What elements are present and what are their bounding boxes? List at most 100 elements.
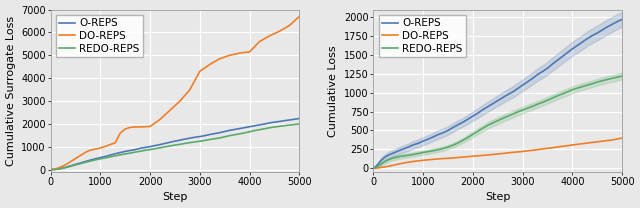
DO-REPS bbox=[255, 40, 263, 43]
DO-REPS bbox=[176, 100, 184, 102]
Line: DO-REPS: DO-REPS bbox=[51, 16, 300, 170]
DO-REPS bbox=[519, 150, 527, 153]
DO-REPS bbox=[141, 125, 149, 128]
DO-REPS bbox=[206, 63, 214, 66]
DO-REPS bbox=[429, 158, 437, 161]
REDO-REPS bbox=[231, 134, 239, 136]
Line: O-REPS: O-REPS bbox=[51, 119, 300, 170]
X-axis label: Step: Step bbox=[163, 192, 188, 202]
DO-REPS bbox=[390, 164, 397, 166]
DO-REPS bbox=[618, 137, 626, 139]
DO-REPS bbox=[380, 166, 387, 168]
DO-REPS bbox=[131, 126, 139, 128]
DO-REPS bbox=[116, 132, 124, 134]
REDO-REPS bbox=[122, 153, 129, 155]
DO-REPS bbox=[394, 163, 402, 165]
DO-REPS bbox=[469, 155, 477, 157]
DO-REPS bbox=[449, 157, 457, 159]
O-REPS bbox=[47, 168, 54, 171]
O-REPS bbox=[554, 59, 561, 61]
DO-REPS bbox=[196, 70, 204, 73]
O-REPS bbox=[231, 128, 239, 131]
REDO-REPS bbox=[524, 107, 531, 109]
DO-REPS bbox=[435, 158, 442, 160]
X-axis label: Step: Step bbox=[485, 192, 511, 202]
DO-REPS bbox=[285, 24, 293, 27]
DO-REPS bbox=[404, 161, 412, 163]
O-REPS bbox=[122, 150, 129, 153]
DO-REPS bbox=[49, 168, 57, 171]
DO-REPS bbox=[377, 166, 385, 169]
DO-REPS bbox=[419, 159, 427, 162]
DO-REPS bbox=[67, 161, 74, 163]
DO-REPS bbox=[276, 30, 284, 32]
REDO-REPS bbox=[618, 75, 626, 77]
DO-REPS bbox=[92, 148, 99, 150]
DO-REPS bbox=[226, 54, 234, 57]
DO-REPS bbox=[136, 126, 144, 128]
REDO-REPS bbox=[201, 139, 209, 142]
O-REPS bbox=[524, 80, 531, 83]
DO-REPS bbox=[399, 162, 407, 164]
DO-REPS bbox=[568, 144, 576, 146]
REDO-REPS bbox=[49, 168, 57, 171]
DO-REPS bbox=[609, 139, 616, 141]
REDO-REPS bbox=[444, 146, 452, 148]
DO-REPS bbox=[236, 52, 243, 54]
DO-REPS bbox=[374, 167, 382, 169]
DO-REPS bbox=[579, 142, 586, 145]
DO-REPS bbox=[539, 148, 547, 150]
DO-REPS bbox=[414, 160, 422, 162]
REDO-REPS bbox=[514, 111, 522, 113]
O-REPS bbox=[296, 117, 303, 120]
DO-REPS bbox=[146, 125, 154, 128]
DO-REPS bbox=[459, 156, 467, 158]
O-REPS bbox=[201, 134, 209, 137]
DO-REPS bbox=[246, 51, 253, 53]
DO-REPS bbox=[464, 155, 472, 158]
Line: DO-REPS: DO-REPS bbox=[373, 138, 622, 168]
DO-REPS bbox=[385, 165, 392, 167]
DO-REPS bbox=[102, 145, 109, 148]
DO-REPS bbox=[439, 157, 447, 160]
REDO-REPS bbox=[296, 123, 303, 125]
DO-REPS bbox=[489, 153, 497, 156]
DO-REPS bbox=[444, 157, 452, 160]
DO-REPS bbox=[588, 141, 596, 144]
DO-REPS bbox=[81, 151, 89, 154]
REDO-REPS bbox=[369, 167, 377, 170]
DO-REPS bbox=[64, 162, 72, 165]
DO-REPS bbox=[499, 152, 507, 155]
Y-axis label: Cumulative Surrogate Loss: Cumulative Surrogate Loss bbox=[6, 16, 15, 166]
DO-REPS bbox=[156, 118, 164, 121]
DO-REPS bbox=[382, 166, 390, 168]
Line: REDO-REPS: REDO-REPS bbox=[51, 124, 300, 170]
DO-REPS bbox=[97, 147, 104, 149]
DO-REPS bbox=[392, 163, 399, 166]
REDO-REPS bbox=[191, 141, 198, 143]
DO-REPS bbox=[369, 167, 377, 170]
O-REPS bbox=[49, 168, 57, 171]
DO-REPS bbox=[57, 166, 65, 168]
O-REPS bbox=[618, 18, 626, 21]
DO-REPS bbox=[77, 154, 84, 157]
DO-REPS bbox=[559, 145, 566, 148]
DO-REPS bbox=[479, 154, 486, 157]
DO-REPS bbox=[186, 88, 194, 91]
O-REPS bbox=[499, 96, 507, 99]
DO-REPS bbox=[106, 143, 114, 146]
DO-REPS bbox=[509, 151, 516, 154]
DO-REPS bbox=[387, 165, 395, 167]
DO-REPS bbox=[216, 57, 223, 60]
DO-REPS bbox=[166, 109, 174, 111]
DO-REPS bbox=[454, 156, 462, 159]
REDO-REPS bbox=[499, 117, 507, 120]
Legend: O-REPS, DO-REPS, REDO-REPS: O-REPS, DO-REPS, REDO-REPS bbox=[56, 15, 143, 57]
Line: O-REPS: O-REPS bbox=[373, 19, 622, 168]
DO-REPS bbox=[52, 167, 60, 170]
REDO-REPS bbox=[47, 168, 54, 171]
REDO-REPS bbox=[372, 166, 380, 169]
O-REPS bbox=[369, 167, 377, 170]
DO-REPS bbox=[372, 167, 380, 169]
O-REPS bbox=[191, 136, 198, 139]
